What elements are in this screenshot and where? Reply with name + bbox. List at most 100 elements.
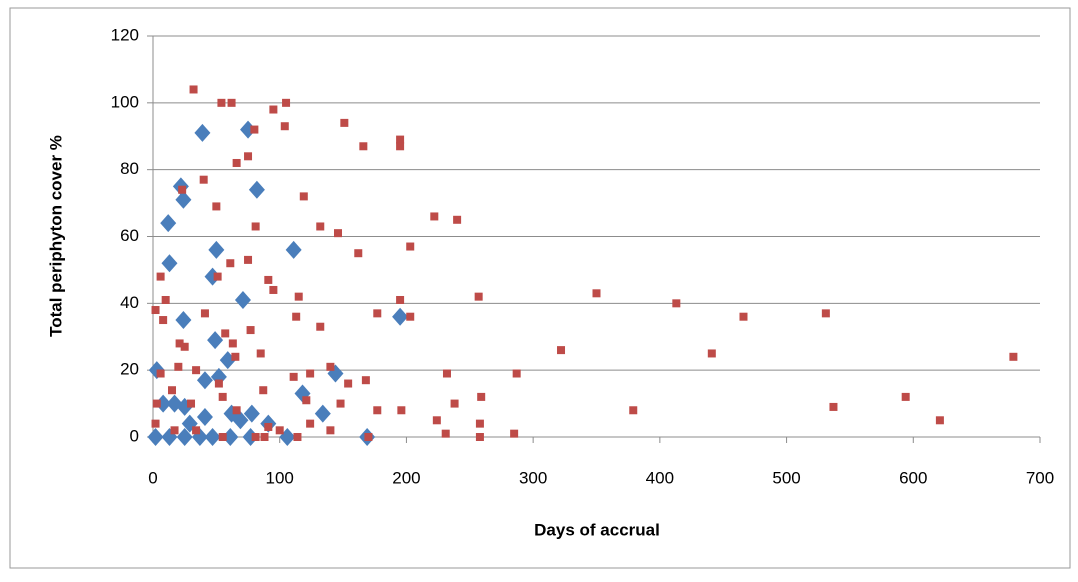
point — [432, 416, 441, 425]
point — [228, 339, 237, 348]
point — [246, 326, 255, 335]
point — [344, 379, 353, 388]
point — [361, 376, 370, 385]
x-tick-label: 200 — [392, 468, 420, 487]
point — [168, 386, 177, 395]
point — [174, 362, 183, 371]
point — [161, 254, 178, 273]
chart-border — [9, 7, 1071, 569]
point — [175, 190, 192, 209]
point — [234, 290, 251, 309]
point — [592, 289, 601, 298]
y-tick-label: 20 — [120, 360, 139, 379]
point — [1009, 352, 1018, 361]
point — [354, 249, 363, 258]
point — [256, 349, 265, 358]
point — [244, 255, 253, 264]
point — [227, 98, 236, 107]
point — [299, 192, 308, 201]
point — [707, 349, 716, 358]
point — [240, 120, 257, 139]
point — [204, 267, 221, 286]
point — [196, 371, 213, 390]
point — [557, 346, 566, 355]
point — [248, 180, 265, 199]
point — [192, 426, 201, 435]
point — [159, 316, 168, 325]
point — [672, 299, 681, 308]
point — [218, 392, 227, 401]
point — [316, 322, 325, 331]
point — [204, 428, 221, 446]
point — [178, 185, 187, 194]
point — [260, 433, 269, 441]
point — [396, 142, 405, 151]
x-tick-label: 100 — [266, 468, 294, 487]
point — [442, 369, 451, 378]
point — [396, 295, 405, 304]
point — [221, 329, 230, 338]
point — [226, 259, 235, 268]
point — [430, 212, 439, 221]
point — [289, 372, 298, 381]
y-tick-label: 0 — [130, 426, 139, 445]
point — [326, 426, 335, 435]
point — [441, 429, 450, 438]
y-tick-label: 80 — [120, 159, 139, 178]
x-axis-label: Days of accrual — [534, 520, 660, 539]
point — [170, 426, 179, 435]
point — [207, 331, 224, 350]
point — [512, 369, 521, 378]
point — [147, 428, 164, 446]
point — [194, 123, 211, 142]
point — [406, 312, 415, 321]
point — [175, 311, 192, 330]
point — [161, 295, 170, 304]
point — [935, 416, 944, 425]
point — [475, 433, 484, 441]
point — [152, 399, 161, 408]
point — [232, 158, 241, 167]
point — [280, 122, 289, 131]
point — [264, 422, 273, 431]
point — [821, 309, 830, 318]
point — [151, 419, 160, 428]
point — [231, 352, 240, 361]
point — [156, 272, 165, 281]
point — [340, 118, 349, 127]
x-tick-label: 500 — [772, 468, 800, 487]
point — [336, 399, 345, 408]
point — [359, 142, 368, 151]
point — [175, 339, 184, 348]
point — [739, 312, 748, 321]
point — [187, 399, 196, 408]
point — [212, 202, 221, 211]
point — [450, 399, 459, 408]
point — [251, 222, 260, 231]
point — [293, 433, 302, 441]
point — [214, 379, 223, 388]
point — [306, 419, 315, 428]
point — [160, 214, 177, 233]
y-tick-label: 60 — [120, 226, 139, 245]
point — [155, 394, 172, 413]
point — [250, 125, 259, 134]
point — [264, 275, 273, 284]
point — [180, 342, 189, 351]
y-axis-label: Total periphyton cover % — [46, 135, 65, 337]
point — [629, 406, 638, 415]
point — [282, 98, 291, 107]
point — [189, 85, 198, 94]
x-tick-label: 600 — [899, 468, 927, 487]
point — [151, 306, 160, 315]
point — [242, 428, 259, 446]
point — [475, 419, 484, 428]
point — [259, 386, 268, 395]
point — [326, 362, 335, 371]
point — [477, 392, 486, 401]
point — [176, 428, 193, 446]
y-tick-label: 40 — [120, 293, 139, 312]
point — [218, 433, 227, 441]
point — [199, 175, 208, 184]
